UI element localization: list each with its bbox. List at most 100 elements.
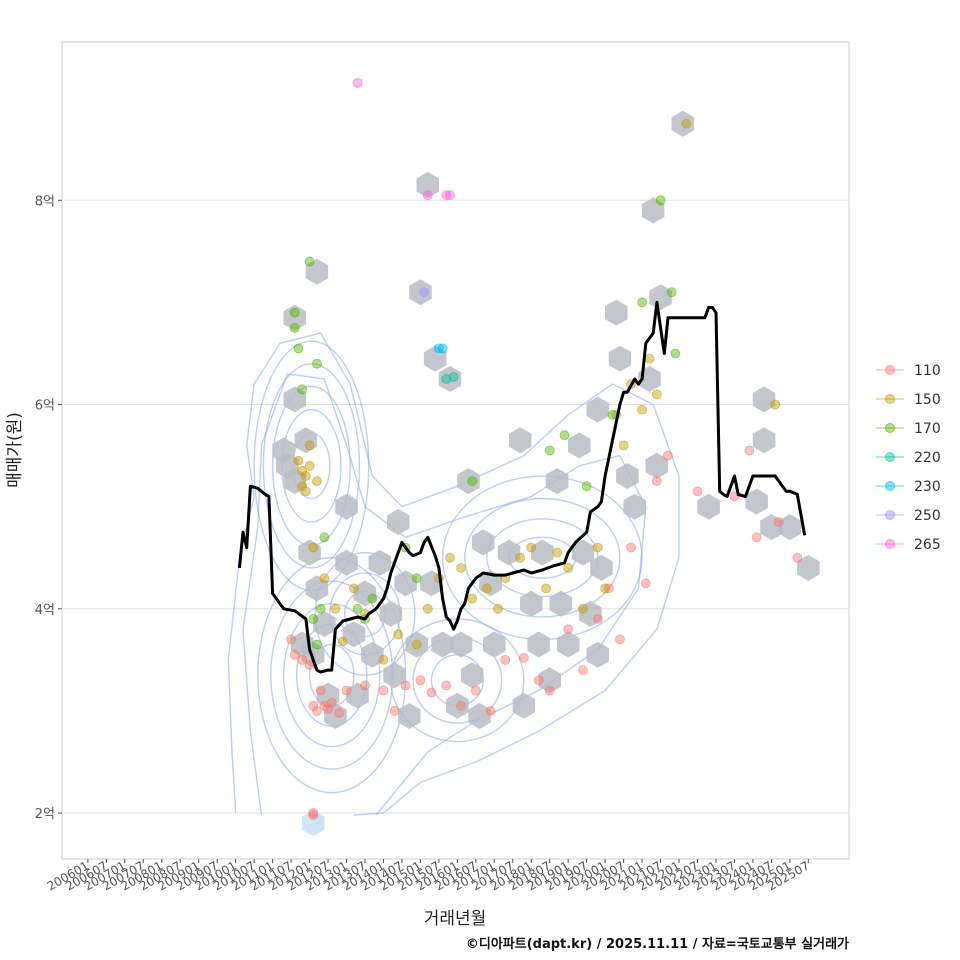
- point-230: [437, 343, 448, 354]
- hexbin-cell: [449, 631, 473, 658]
- point-230: [433, 343, 444, 354]
- point-110: [308, 700, 319, 711]
- y-axis-title: 매매가(원): [5, 412, 25, 488]
- hexbin-cell: [671, 110, 694, 137]
- point-110: [326, 697, 337, 708]
- point-170: [411, 573, 422, 584]
- hexbin-cell: [405, 631, 428, 658]
- point-170: [304, 256, 315, 267]
- point-250: [419, 287, 429, 298]
- hexbin-cell: [387, 509, 410, 535]
- point-110: [792, 552, 803, 563]
- point-110: [592, 614, 603, 624]
- hexbin-cell: [586, 396, 609, 423]
- point-110: [289, 649, 300, 660]
- point-220: [441, 374, 452, 384]
- point-110: [751, 532, 762, 543]
- y-tick-label: 8억: [35, 194, 55, 209]
- hexbin-cell: [497, 539, 521, 566]
- point-110: [334, 708, 345, 718]
- hexbin-cell: [752, 386, 776, 413]
- point-150: [445, 552, 455, 563]
- point-170: [544, 445, 555, 456]
- point-150: [618, 440, 629, 451]
- point-170: [315, 603, 326, 614]
- hexbin-cell: [283, 304, 306, 331]
- point-170: [308, 614, 319, 624]
- point-150: [297, 466, 308, 476]
- density-contour: [314, 551, 416, 676]
- point-150: [297, 481, 308, 492]
- hexbin-cell: [460, 662, 484, 689]
- point-150: [637, 404, 647, 415]
- point-150: [493, 603, 503, 614]
- point-110: [297, 654, 308, 665]
- legend-key-220: [885, 452, 895, 462]
- hexbin-cell: [641, 197, 665, 224]
- hexbin-cell: [568, 432, 591, 459]
- hexbin-cell: [520, 590, 543, 617]
- hexbin-cell: [335, 493, 358, 520]
- legend-key-250: [885, 510, 895, 520]
- hexbin-cell: [335, 549, 358, 576]
- hexbin-cell: [379, 600, 403, 627]
- point-170: [312, 358, 322, 369]
- point-150: [378, 654, 389, 665]
- hexbin-cell: [423, 345, 447, 372]
- hexbin-cell: [457, 468, 480, 495]
- hexbin-cell: [472, 529, 495, 556]
- point-265: [441, 190, 452, 201]
- point-110: [389, 706, 400, 716]
- point-110: [360, 680, 370, 691]
- density-contours: [227, 332, 680, 816]
- hexbin-cell: [313, 611, 336, 638]
- point-110: [286, 634, 296, 645]
- point-150: [312, 476, 322, 487]
- hexbin-layer: [272, 110, 820, 837]
- hexbin-cell: [778, 514, 802, 541]
- hexbin-cell: [697, 493, 720, 520]
- legend-label-230: 230: [914, 479, 941, 495]
- density-contour: [464, 497, 621, 618]
- point-170: [319, 532, 330, 543]
- point-265: [422, 190, 433, 201]
- y-axis-ticks: 2억 4억 6억 8억: [35, 194, 62, 822]
- hexbin-cell: [353, 580, 377, 607]
- hexbin-cell: [549, 590, 573, 617]
- hexbin-cell: [361, 641, 384, 668]
- y-tick-label: 2억: [35, 807, 55, 822]
- point-110: [308, 810, 319, 820]
- density-contour: [282, 602, 381, 748]
- point-110: [485, 706, 496, 716]
- hexbin-cell: [590, 554, 613, 581]
- hexbin-cell: [479, 570, 502, 597]
- point-150: [337, 636, 348, 647]
- hexbin-cell: [305, 575, 329, 602]
- trend-line-layer: [237, 300, 807, 674]
- point-110: [323, 703, 333, 714]
- density-contour-outer: [242, 373, 647, 816]
- hexbin-cell-highlight: [302, 810, 325, 837]
- hexbin-cell: [446, 692, 469, 719]
- point-110: [441, 680, 452, 691]
- point-150: [592, 542, 603, 553]
- point-150: [293, 455, 304, 466]
- point-170: [581, 481, 592, 492]
- point-150: [681, 118, 692, 129]
- hexbin-cell: [298, 539, 321, 566]
- hexbin-cell: [409, 279, 432, 306]
- point-110: [640, 578, 651, 589]
- point-265: [352, 77, 363, 88]
- hexbin-cell: [346, 682, 369, 709]
- point-110: [563, 624, 574, 635]
- hexbin-cell: [645, 452, 669, 479]
- point-170: [352, 603, 363, 614]
- point-110: [533, 675, 544, 686]
- legend-label-150: 150: [914, 392, 941, 408]
- hexbin-cell: [797, 554, 820, 581]
- hexbin-cell: [527, 631, 550, 658]
- legend-key-110: [885, 365, 895, 375]
- point-110: [578, 665, 588, 675]
- hexbin-cell: [605, 299, 628, 326]
- point-110: [400, 680, 411, 691]
